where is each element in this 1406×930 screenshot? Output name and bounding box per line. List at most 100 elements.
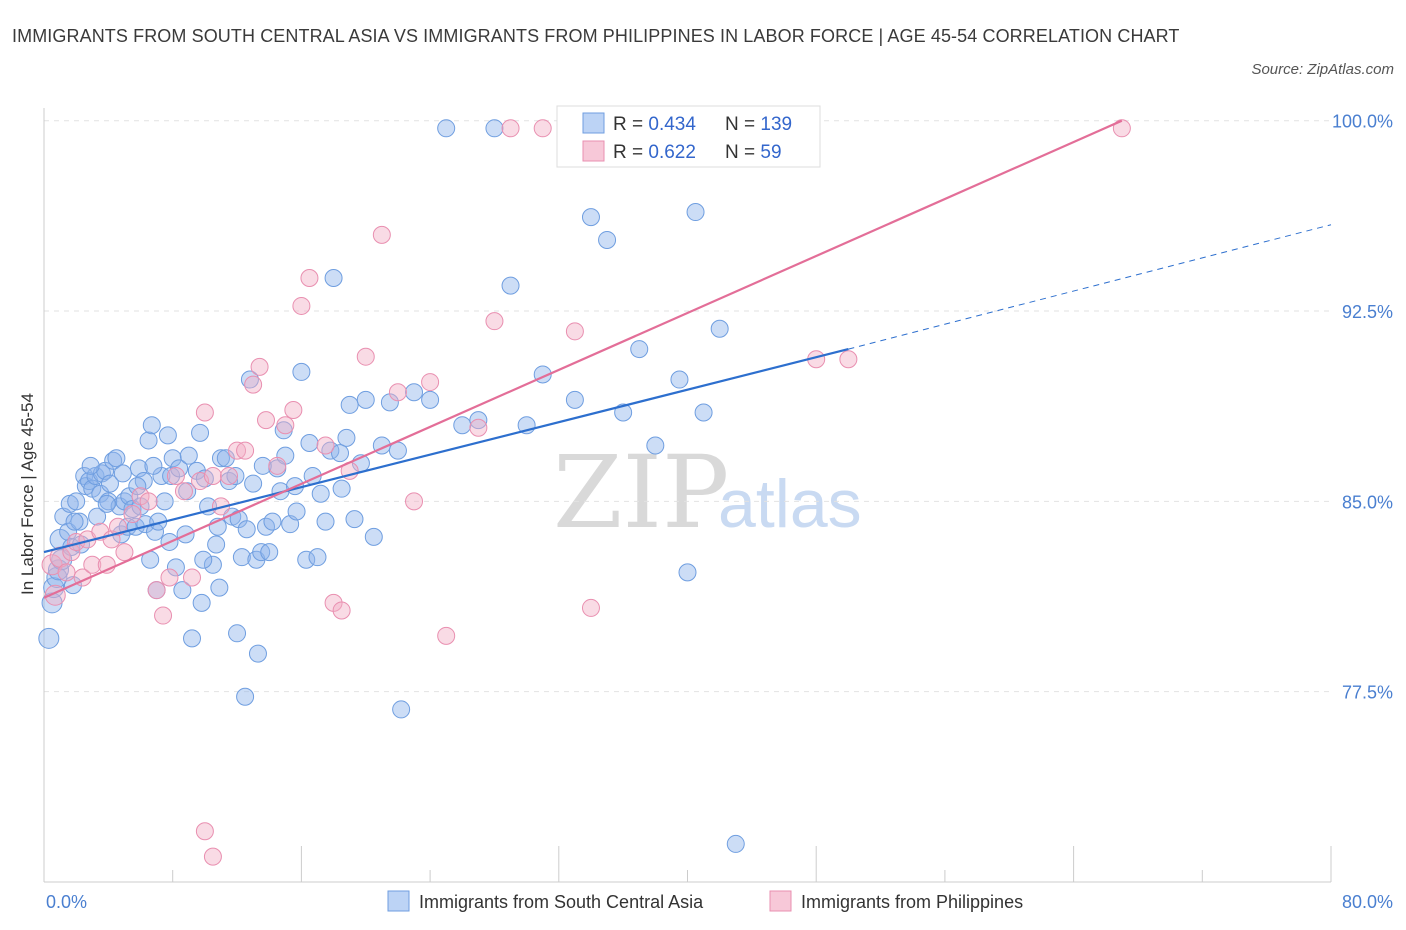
data-point bbox=[244, 474, 263, 493]
n-label-2: N = bbox=[725, 142, 760, 163]
data-point bbox=[300, 433, 319, 452]
data-point bbox=[565, 322, 584, 341]
data-point bbox=[232, 548, 251, 567]
data-point bbox=[173, 581, 192, 600]
data-point bbox=[694, 403, 713, 422]
data-point bbox=[372, 225, 391, 244]
data-point bbox=[292, 362, 311, 381]
y-tick-label: 92.5% bbox=[1342, 302, 1393, 322]
data-point bbox=[1112, 119, 1131, 138]
data-point bbox=[139, 492, 158, 511]
data-point bbox=[107, 449, 126, 468]
data-point bbox=[154, 606, 173, 625]
data-point bbox=[686, 203, 705, 222]
data-point bbox=[203, 555, 222, 574]
data-point bbox=[236, 687, 255, 706]
data-point bbox=[248, 644, 267, 663]
data-point bbox=[421, 373, 440, 392]
data-point bbox=[300, 269, 319, 288]
trend-line-1 bbox=[43, 119, 1123, 599]
y-tick-labels: 100.0% 92.5% 85.0% 77.5% bbox=[1332, 112, 1393, 703]
data-point bbox=[469, 411, 488, 430]
legend-label-philippines: Immigrants from Philippines bbox=[801, 892, 1023, 912]
svg-text:R = 0.434: R = 0.434 bbox=[613, 114, 696, 135]
data-point bbox=[678, 563, 697, 582]
y-tick-label: 85.0% bbox=[1342, 492, 1393, 512]
legend-label-south-central-asia: Immigrants from South Central Asia bbox=[419, 892, 704, 912]
data-point bbox=[203, 847, 222, 866]
watermark-atlas: atlas bbox=[718, 466, 862, 542]
data-point bbox=[726, 834, 745, 853]
data-point bbox=[485, 119, 504, 138]
trend-line-0 bbox=[43, 348, 849, 554]
data-point bbox=[565, 390, 584, 409]
data-point bbox=[533, 119, 552, 138]
data-point bbox=[211, 449, 230, 468]
data-point bbox=[670, 370, 689, 389]
stats-swatch-philippines bbox=[582, 140, 605, 162]
data-point bbox=[340, 395, 359, 414]
data-point bbox=[324, 269, 343, 288]
data-point bbox=[38, 627, 60, 649]
r-value-2: 0.622 bbox=[648, 142, 696, 163]
data-point bbox=[88, 507, 107, 526]
data-point bbox=[356, 390, 375, 409]
data-point bbox=[501, 119, 520, 138]
data-point bbox=[311, 484, 330, 503]
r-value-1: 0.434 bbox=[648, 114, 696, 135]
data-point bbox=[453, 416, 472, 435]
y-tick-label: 100.0% bbox=[1332, 112, 1393, 132]
legend-swatch-south-central-asia bbox=[387, 890, 410, 912]
data-point bbox=[128, 477, 147, 496]
data-point bbox=[179, 446, 198, 465]
x-tick-label: 80.0% bbox=[1342, 892, 1393, 912]
data-point bbox=[253, 456, 272, 475]
n-value-1: 139 bbox=[760, 114, 792, 135]
series-legend: Immigrants from South Central Asia Immig… bbox=[387, 890, 1023, 912]
data-point bbox=[166, 558, 185, 577]
data-point bbox=[220, 466, 239, 485]
r-label-1: R = bbox=[613, 114, 648, 135]
data-point bbox=[316, 512, 335, 531]
data-point bbox=[501, 276, 520, 295]
data-point bbox=[174, 482, 193, 501]
data-point bbox=[115, 543, 134, 562]
data-point bbox=[646, 436, 665, 455]
data-point bbox=[226, 466, 245, 485]
legend-swatch-philippines bbox=[769, 890, 792, 912]
data-point bbox=[203, 466, 222, 485]
data-point bbox=[166, 466, 185, 485]
data-point bbox=[81, 456, 100, 475]
x-tick-labels: 0.0% 80.0% bbox=[46, 892, 1393, 912]
x-ticks bbox=[43, 846, 1332, 882]
data-point bbox=[192, 593, 211, 612]
data-point bbox=[104, 451, 123, 470]
data-point bbox=[485, 312, 504, 331]
data-point bbox=[191, 423, 210, 442]
y-axis-label: In Labor Force | Age 45-54 bbox=[18, 393, 37, 595]
svg-text:N = 139: N = 139 bbox=[725, 114, 792, 135]
data-point bbox=[581, 598, 600, 617]
data-point bbox=[437, 626, 456, 645]
data-point bbox=[308, 548, 327, 567]
stats-swatch-south-central-asia bbox=[582, 112, 605, 134]
data-point bbox=[405, 492, 424, 511]
chart-source: Source: ZipAtlas.com bbox=[1251, 61, 1394, 78]
data-point bbox=[263, 512, 282, 531]
data-point bbox=[147, 581, 166, 600]
trend-line-extension-0 bbox=[848, 224, 1332, 350]
data-point bbox=[469, 418, 488, 437]
data-point bbox=[57, 563, 76, 582]
data-point bbox=[160, 568, 179, 587]
data-point bbox=[83, 555, 102, 574]
data-point bbox=[839, 350, 858, 369]
data-point bbox=[356, 347, 375, 366]
data-point bbox=[70, 512, 89, 531]
data-point bbox=[237, 520, 256, 539]
data-point bbox=[158, 426, 177, 445]
data-point bbox=[62, 543, 81, 562]
data-point bbox=[437, 119, 456, 138]
data-point bbox=[144, 456, 163, 475]
data-point bbox=[316, 436, 335, 455]
data-point bbox=[109, 517, 128, 536]
